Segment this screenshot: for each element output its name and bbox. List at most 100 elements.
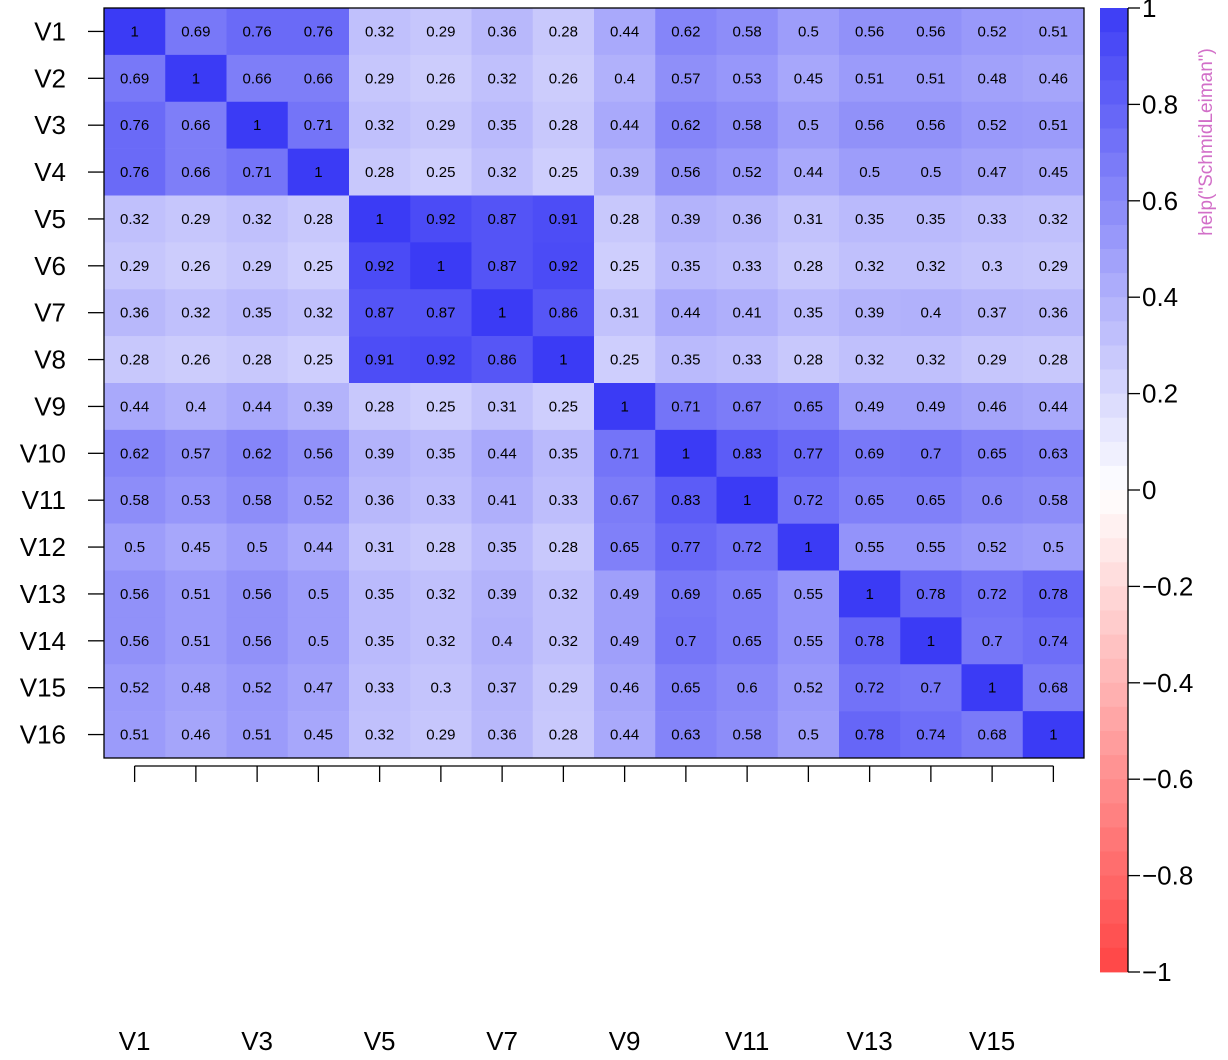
cell-value-label: 0.29 [426, 23, 455, 40]
cell-value-label: 0.65 [794, 398, 823, 415]
heatmap-cell-labels: 1 0.69 0.76 0.76 0.32 0.29 0.36 0.28 0.44 0.62 0.5… [120, 23, 1068, 743]
cell-value-label: 0.25 [426, 164, 455, 181]
colorbar-swatch [1100, 80, 1128, 105]
heatmap-cell [839, 242, 901, 290]
heatmap-cell [900, 242, 962, 290]
cell-value-label: 0.92 [426, 211, 455, 228]
heatmap-cell [961, 617, 1024, 665]
heatmap-cell [532, 429, 595, 478]
cell-value-label: 0.5 [798, 727, 819, 744]
cell-value-label: 1 [130, 23, 138, 40]
heatmap-cell [226, 336, 289, 384]
heatmap-cell [900, 711, 962, 759]
cell-value-label: 1 [437, 258, 445, 275]
heatmap-cell [104, 711, 166, 759]
colorbar-swatch [1100, 779, 1128, 804]
cell-value-label: 0.35 [549, 445, 578, 462]
heatmap-cell [900, 383, 962, 431]
heatmap-cell [287, 336, 350, 384]
cell-value-label: 0.32 [365, 23, 394, 40]
heatmap-cell [777, 195, 840, 243]
cell-value-label: 0.44 [120, 398, 149, 415]
cell-value-label: 0.66 [181, 117, 210, 134]
cell-value-label: 0.71 [671, 398, 700, 415]
cell-value-label: 0.4 [185, 398, 206, 415]
heatmap-cell [839, 8, 901, 56]
heatmap-cell [349, 148, 411, 196]
x-tick-label: V1 [119, 1026, 151, 1056]
cell-value-label: 0.32 [365, 727, 394, 744]
y-tick-label: V7 [34, 298, 66, 328]
cell-value-label: 0.3 [430, 680, 451, 697]
heatmap-cell [961, 476, 1024, 524]
cell-value-label: 0.29 [181, 211, 210, 228]
heatmap-cell [716, 289, 779, 337]
cell-value-label: 0.29 [978, 352, 1007, 369]
heatmap-cell [961, 429, 1024, 478]
heatmap-cell [716, 383, 779, 431]
heatmap-cell [1022, 8, 1085, 56]
x-tick-label: V9 [609, 1026, 641, 1056]
heatmap-cell [165, 8, 227, 56]
cell-value-label: 0.58 [120, 492, 149, 509]
cell-value-label: 0.52 [304, 492, 333, 509]
heatmap-cell [226, 617, 289, 665]
heatmap-cell [165, 664, 227, 712]
cell-value-label: 0.7 [920, 680, 941, 697]
heatmap-cell [655, 195, 717, 243]
heatmap-cell [532, 617, 595, 665]
cell-value-label: 0.4 [614, 70, 635, 87]
heatmap-cell [594, 570, 656, 618]
heatmap-cell [532, 383, 595, 431]
heatmap-cell [104, 523, 166, 571]
heatmap-cell [410, 148, 472, 196]
heatmap-cell [716, 8, 779, 56]
heatmap-cell [1022, 523, 1085, 571]
cell-value-label: 0.83 [671, 492, 700, 509]
colorbar-swatch [1100, 393, 1128, 419]
cell-value-label: 0.53 [733, 70, 762, 87]
x-tick-label: V7 [486, 1026, 518, 1056]
heatmap-cell [900, 429, 962, 478]
heatmap-cell [777, 242, 840, 290]
cell-value-label: 0.36 [365, 492, 394, 509]
heatmap-cell [104, 429, 166, 478]
cell-value-label: 0.5 [859, 164, 880, 181]
heatmap-cell [471, 148, 534, 196]
heatmap-cell [532, 664, 595, 712]
colorbar-swatch [1100, 128, 1128, 153]
heatmap-cell [349, 383, 411, 431]
heatmap-cell [839, 429, 901, 478]
cell-value-label: 0.45 [181, 539, 210, 556]
heatmap-cell [410, 429, 472, 478]
cell-value-label: 0.32 [549, 633, 578, 650]
heatmap-cell [716, 101, 779, 149]
cell-value-label: 0.32 [365, 117, 394, 134]
heatmap-cell [471, 336, 534, 384]
heatmap-cell [961, 148, 1024, 196]
colorbar-swatch [1100, 297, 1128, 322]
heatmap-cell [287, 148, 350, 196]
cell-value-label: 0.39 [304, 398, 333, 415]
colorbar-swatch [1100, 490, 1128, 515]
heatmap-cell [471, 429, 534, 478]
heatmap-cell [226, 289, 289, 337]
heatmap-cell [287, 476, 350, 524]
heatmap-cell [716, 336, 779, 384]
cell-value-label: 0.29 [426, 117, 455, 134]
heatmap-cell [1022, 429, 1085, 478]
colorbar-swatch [1100, 417, 1128, 443]
heatmap-cell [655, 101, 717, 149]
heatmap-cell [655, 383, 717, 431]
colorbar-swatch [1100, 586, 1128, 611]
heatmap-cell [594, 476, 656, 524]
cell-value-label: 0.58 [733, 23, 762, 40]
cell-value-label: 0.32 [916, 352, 945, 369]
cell-value-label: 0.83 [733, 445, 762, 462]
heatmap-cell [349, 664, 411, 712]
cell-value-label: 0.52 [120, 680, 149, 697]
heatmap-cell [961, 195, 1024, 243]
heatmap-cell [287, 617, 350, 665]
cell-value-label: 0.35 [243, 305, 272, 322]
cell-value-label: 0.48 [181, 680, 210, 697]
